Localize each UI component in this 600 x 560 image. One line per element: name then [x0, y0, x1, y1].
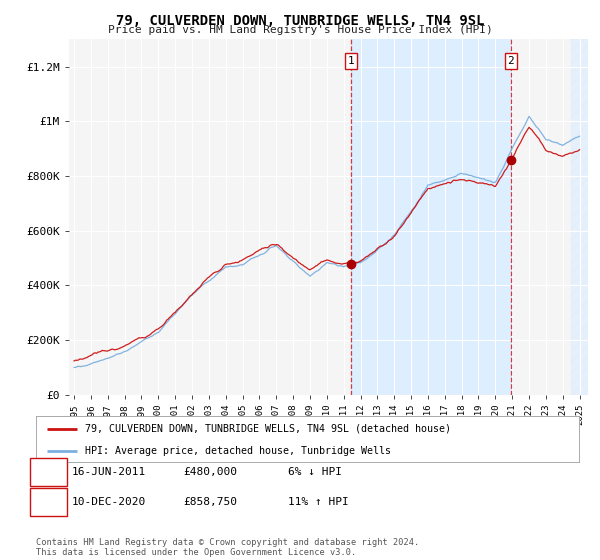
- Text: 79, CULVERDEN DOWN, TUNBRIDGE WELLS, TN4 9SL: 79, CULVERDEN DOWN, TUNBRIDGE WELLS, TN4…: [116, 14, 484, 28]
- Text: £480,000: £480,000: [183, 466, 237, 477]
- Text: HPI: Average price, detached house, Tunbridge Wells: HPI: Average price, detached house, Tunb…: [85, 446, 391, 455]
- Text: Contains HM Land Registry data © Crown copyright and database right 2024.
This d: Contains HM Land Registry data © Crown c…: [36, 538, 419, 557]
- Text: 1: 1: [45, 466, 52, 477]
- Text: 6% ↓ HPI: 6% ↓ HPI: [288, 466, 342, 477]
- Text: 16-JUN-2011: 16-JUN-2011: [72, 466, 146, 477]
- Text: Price paid vs. HM Land Registry's House Price Index (HPI): Price paid vs. HM Land Registry's House …: [107, 25, 493, 35]
- Text: 10-DEC-2020: 10-DEC-2020: [72, 497, 146, 507]
- Text: 2: 2: [508, 56, 514, 66]
- Text: 11% ↑ HPI: 11% ↑ HPI: [288, 497, 349, 507]
- Text: 79, CULVERDEN DOWN, TUNBRIDGE WELLS, TN4 9SL (detached house): 79, CULVERDEN DOWN, TUNBRIDGE WELLS, TN4…: [85, 424, 451, 434]
- Bar: [571, 39, 593, 395]
- Text: 1: 1: [348, 56, 355, 66]
- Text: £858,750: £858,750: [183, 497, 237, 507]
- Bar: [351, 39, 511, 395]
- Text: 2: 2: [45, 497, 52, 507]
